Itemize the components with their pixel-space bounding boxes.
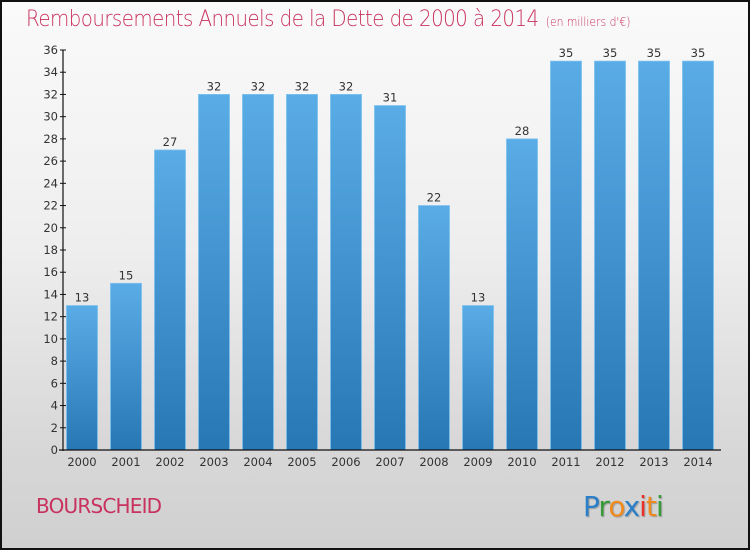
y-tick-label-30: 30: [43, 110, 58, 124]
x-tick-label-2011: 2011: [551, 455, 580, 469]
value-label-2002: 27: [163, 135, 178, 149]
bar-2006: [330, 94, 362, 451]
bar-2005: [286, 94, 318, 451]
axes-group: 2000 2001 2002 2003 2004 2005 2006 2007 2008 2009…: [43, 43, 721, 469]
x-tick-label-2002: 2002: [155, 455, 184, 469]
bars-group: 13 15 27 32 32 32 32 31 22 13 28 35 35 35 35: [66, 46, 714, 451]
value-label-2004: 32: [251, 79, 266, 93]
y-tick-label-32: 32: [43, 87, 58, 101]
y-tick-label-4: 4: [51, 399, 58, 413]
x-tick-label-2010: 2010: [507, 455, 536, 469]
bar-2000: [66, 305, 98, 451]
value-label-2012: 35: [603, 46, 618, 60]
value-label-2011: 35: [559, 46, 574, 60]
y-tick-label-0: 0: [51, 443, 58, 457]
chart-title: Remboursements Annuels de la Dette de 20…: [26, 7, 630, 32]
x-tick-label-2000: 2000: [67, 455, 96, 469]
commune-name: BOURSCHEID: [36, 494, 162, 518]
bar-2007: [374, 105, 406, 451]
y-tick-label-14: 14: [43, 287, 58, 301]
value-label-2005: 32: [295, 79, 310, 93]
logo-letter: i: [639, 490, 647, 523]
y-tick-label-18: 18: [43, 243, 58, 257]
value-label-2001: 15: [119, 268, 134, 282]
bar-2010: [506, 138, 538, 451]
y-tick-label-26: 26: [43, 154, 58, 168]
bar-2001: [110, 282, 142, 451]
y-tick-label-8: 8: [51, 354, 58, 368]
bar-2004: [242, 94, 274, 451]
y-tick-label-36: 36: [43, 43, 58, 57]
x-tick-label-2001: 2001: [111, 455, 140, 469]
x-tick-label-2005: 2005: [287, 455, 316, 469]
bar-2002: [154, 149, 186, 451]
logo-letter: P: [583, 490, 599, 523]
x-tick-label-2012: 2012: [595, 455, 624, 469]
value-label-2008: 22: [427, 191, 442, 205]
y-tick-label-16: 16: [43, 265, 58, 279]
value-label-2014: 35: [691, 46, 706, 60]
x-tick-label-2013: 2013: [639, 455, 668, 469]
y-tick-label-24: 24: [43, 176, 58, 190]
value-label-2010: 28: [515, 124, 530, 138]
x-tick-label-2008: 2008: [419, 455, 448, 469]
bar-2008: [418, 205, 450, 451]
chart-subtitle: (en milliers d'€): [545, 15, 631, 29]
logo-letter: i: [655, 490, 664, 523]
logo-letter: o: [608, 490, 624, 523]
y-tick-label-22: 22: [43, 199, 58, 213]
value-label-2003: 32: [207, 79, 222, 93]
y-tick-label-6: 6: [51, 376, 58, 390]
value-label-2009: 13: [471, 291, 486, 305]
value-label-2007: 31: [383, 91, 398, 105]
x-tick-label-2004: 2004: [243, 455, 272, 469]
proxiti-logo[interactable]: Proxiti: [583, 490, 664, 523]
y-tick-label-12: 12: [43, 310, 58, 324]
value-label-2013: 35: [647, 46, 662, 60]
value-label-2000: 13: [75, 291, 90, 305]
y-tick-label-20: 20: [43, 221, 58, 235]
y-tick-label-28: 28: [43, 132, 58, 146]
logo-letter: r: [598, 490, 609, 523]
x-tick-label-2014: 2014: [683, 455, 712, 469]
bar-2014: [682, 60, 714, 451]
logo-letter: x: [623, 490, 641, 523]
value-label-2006: 32: [339, 79, 354, 93]
chart-title-text: Remboursements Annuels de la Dette de 20…: [26, 7, 539, 32]
bar-2012: [594, 60, 626, 451]
y-tick-label-2: 2: [51, 421, 58, 435]
bar-2013: [638, 60, 670, 451]
x-tick-label-2006: 2006: [331, 455, 360, 469]
bar-2011: [550, 60, 582, 451]
x-tick-label-2009: 2009: [463, 455, 492, 469]
bar-2003: [198, 94, 230, 451]
x-tick-label-2007: 2007: [375, 455, 404, 469]
y-tick-label-34: 34: [43, 65, 58, 79]
logo-letter: t: [645, 490, 657, 523]
y-tick-label-10: 10: [43, 332, 58, 346]
bar-2009: [462, 305, 494, 451]
x-tick-label-2003: 2003: [199, 455, 228, 469]
